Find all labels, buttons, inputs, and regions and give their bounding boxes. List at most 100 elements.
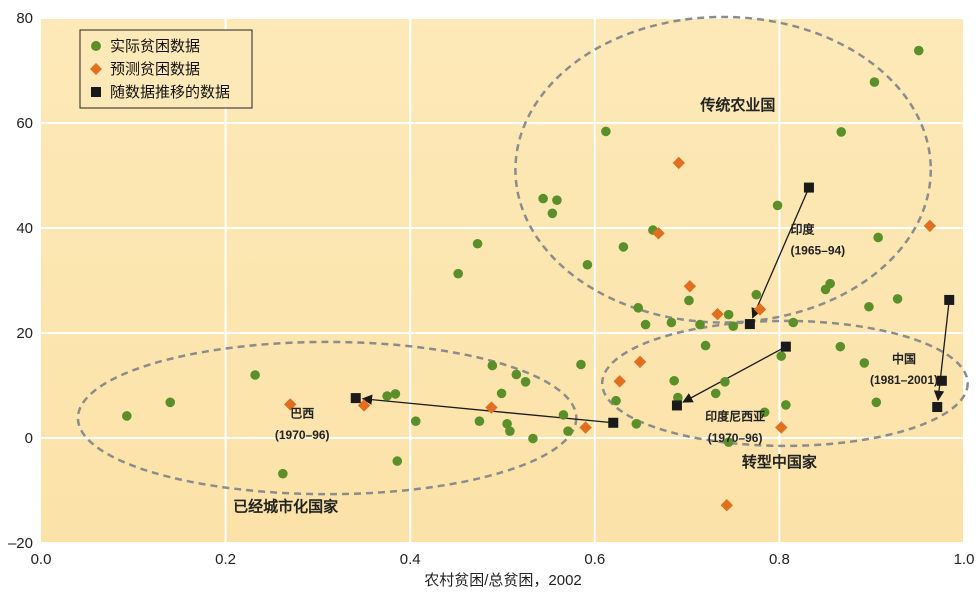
legend-marker-trajectory [91, 87, 101, 97]
data-point-projected [720, 499, 733, 512]
group-label: 传统农业国 [699, 96, 775, 114]
data-point-trajectory [944, 294, 955, 305]
y-tick-label: 0 [25, 430, 33, 447]
data-point-actual [382, 391, 392, 401]
data-point-actual [864, 301, 874, 312]
data-point-projected [652, 227, 665, 240]
data-point-actual [788, 317, 799, 328]
trajectory-period: (1970–96) [275, 428, 330, 442]
data-point-actual [695, 319, 705, 330]
data-point-actual [502, 419, 512, 429]
data-point-actual [505, 426, 515, 436]
data-point-actual [582, 259, 593, 270]
data-point-projected [613, 375, 626, 388]
legend: 实际贫困数据 预测贫困数据 随数据推移的数据 [79, 29, 253, 109]
y-tick-label: 20 [16, 325, 33, 342]
data-point-actual [669, 375, 679, 386]
trajectory-period: (1965–94) [790, 243, 845, 257]
data-point-actual [474, 416, 485, 427]
trajectory-arrow [751, 187, 810, 319]
data-point-projected [633, 355, 647, 369]
data-point-projected [284, 398, 297, 411]
y-tick-label: 80 [16, 10, 33, 27]
trajectory-label: 巴西 [290, 407, 314, 421]
data-point-actual [772, 200, 783, 211]
data-point-projected [923, 219, 937, 233]
data-point-actual [472, 238, 483, 249]
data-point-actual [410, 416, 421, 427]
data-point-actual [869, 77, 880, 87]
data-point-actual [511, 369, 522, 380]
data-point-projected [683, 280, 697, 293]
x-tick-label: 0.8 [769, 551, 790, 568]
data-point-actual [487, 360, 498, 371]
data-point-actual [528, 433, 538, 444]
data-point-actual [547, 208, 558, 219]
group-label: 转型中国家 [742, 453, 817, 471]
data-point-actual [640, 319, 651, 330]
data-point-actual [122, 411, 132, 421]
legend-box [79, 29, 253, 109]
data-point-actual [892, 294, 903, 304]
data-point-actual [720, 377, 730, 387]
data-point-actual [453, 268, 463, 279]
group-ellipse [514, 15, 933, 324]
data-point-actual [165, 397, 176, 408]
data-point-actual [563, 426, 573, 436]
data-point-actual [873, 232, 883, 243]
data-point-actual [496, 388, 507, 399]
data-point-trajectory [803, 182, 814, 193]
y-tick-label: 40 [16, 220, 33, 237]
data-point-projected [711, 307, 724, 321]
data-point-actual [633, 303, 643, 313]
data-point-actual [552, 195, 562, 205]
x-tick-label: 1.0 [954, 551, 975, 568]
trajectory-label: 印度尼西亚 [705, 409, 765, 424]
legend-label-trajectory: 随数据推移的数据 [110, 84, 230, 101]
group-label: 已经城市化国家 [233, 498, 338, 516]
data-point-actual [666, 317, 677, 328]
x-tick-label: 0.0 [31, 551, 52, 568]
data-point-actual [759, 407, 770, 418]
data-point-actual [601, 126, 611, 137]
data-point-actual [723, 309, 734, 320]
data-point-actual [723, 437, 734, 448]
data-point-projected [775, 421, 788, 434]
legend-label-projected: 预测贫困数据 [110, 61, 200, 78]
data-point-actual [859, 358, 870, 368]
x-tick-label: 0.6 [584, 551, 605, 568]
data-point-actual [618, 242, 629, 252]
group-ellipses [76, 15, 969, 496]
data-point-actual [538, 193, 548, 204]
data-point-trajectory [780, 341, 791, 352]
x-axis-label: 农村贫困/总贫困，2002 [424, 572, 582, 589]
data-point-actual [611, 395, 621, 406]
data-point-trajectory [932, 402, 943, 413]
trajectory-period: (1981–2001) [870, 373, 938, 387]
data-point-trajectory [350, 393, 361, 404]
data-point-actual [825, 278, 835, 289]
data-point-actual [913, 45, 924, 56]
y-axis-ticks: –20 0 20 40 60 80 [8, 10, 33, 552]
trajectory-period: (1970–96) [708, 431, 763, 445]
data-points [122, 45, 955, 512]
data-point-projected [357, 399, 371, 412]
legend-marker-actual [91, 41, 101, 51]
group-ellipse [600, 319, 969, 448]
data-point-actual [392, 456, 403, 466]
trajectory-arrow [361, 394, 614, 424]
data-point-actual [250, 370, 260, 380]
x-tick-label: 0.2 [215, 551, 236, 568]
data-point-actual [776, 351, 787, 361]
data-point-trajectory [608, 417, 619, 428]
data-point-actual [871, 397, 882, 408]
gridlines [41, 17, 965, 544]
x-tick-label: 0.4 [400, 551, 421, 568]
x-axis-ticks: 0.0 0.2 0.4 0.6 0.8 1.0 [31, 551, 975, 568]
data-point-actual [684, 295, 694, 306]
data-point-projected [753, 303, 767, 316]
data-point-actual [728, 321, 739, 331]
data-point-actual [278, 468, 288, 479]
y-tick-label: 60 [16, 115, 33, 132]
data-point-actual [781, 400, 791, 410]
